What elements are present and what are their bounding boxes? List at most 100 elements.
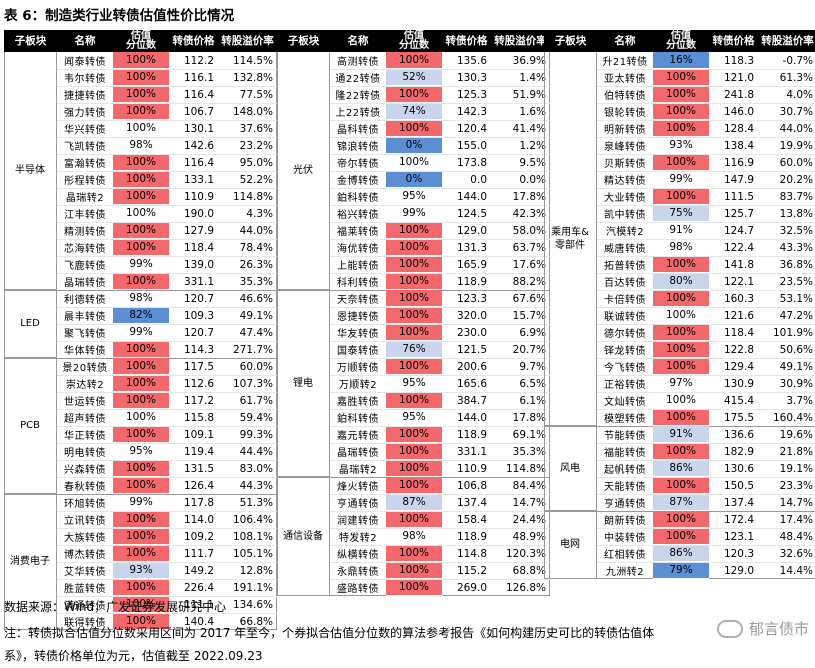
bond-name: 晶瑞转2 (65, 193, 105, 204)
bond-price: 121.0 (723, 71, 754, 84)
bond-price: 117.5 (183, 360, 214, 373)
row-divider (57, 222, 277, 223)
valuation-percentile: 100% (653, 392, 709, 409)
header-cell: 转债价格 (712, 34, 755, 47)
valuation-percentile: 95% (113, 443, 169, 460)
bond-name: 芯海转债 (64, 244, 106, 255)
valuation-percentile: 75% (653, 205, 709, 222)
sector-divider (4, 494, 277, 495)
conversion-premium: 132.8% (232, 71, 273, 84)
bond-price: 120.7 (183, 326, 214, 339)
valuation-percentile: 91% (653, 426, 709, 443)
conversion-premium: 42.3% (512, 207, 546, 220)
bond-price: 137.4 (456, 496, 487, 509)
row-divider (330, 273, 550, 274)
bond-price: 124.5 (456, 207, 487, 220)
bond-name: 起帆转债 (604, 465, 646, 476)
conversion-premium: 17.8% (512, 411, 546, 424)
bond-price: 109.1 (183, 428, 214, 441)
bond-name: 满通转债 (64, 601, 106, 612)
valuation-percentile: 100% (113, 596, 169, 613)
bond-name: 鉑科转债 (337, 414, 379, 425)
valuation-percentile: 0% (386, 171, 442, 188)
row-divider (330, 341, 550, 342)
valuation-percentile: 100% (386, 222, 442, 239)
bond-name: 金博转债 (337, 176, 379, 187)
bond-name: 兴森转债 (64, 465, 106, 476)
conversion-premium: 134.6% (232, 598, 273, 611)
valuation-percentile: 100% (113, 460, 169, 477)
bond-name: 朗新转债 (604, 516, 646, 527)
row-divider (330, 154, 550, 155)
conversion-premium: 99.3% (239, 428, 273, 441)
row-divider (597, 392, 815, 393)
bond-price: 109.3 (183, 309, 214, 322)
bond-price: 121.6 (723, 309, 754, 322)
bond-name: 德尔转债 (604, 329, 646, 340)
row-divider (597, 562, 815, 563)
valuation-percentile: 87% (653, 494, 709, 511)
bond-name: 百达转债 (604, 278, 646, 289)
bond-price: 114.0 (183, 513, 214, 526)
wechat-icon (716, 619, 743, 638)
row-divider (330, 562, 550, 563)
footnote-line-2: 系》，转债价格单位为元，估值截至 2022.09.23 (4, 649, 263, 663)
valuation-percentile: 100% (386, 273, 442, 290)
conversion-premium: 30.7% (779, 105, 813, 118)
sector-label: 消费电子 (4, 494, 57, 630)
conversion-premium: 60.0% (779, 156, 813, 169)
bond-name: 晶瑞转债 (64, 278, 106, 289)
row-divider (597, 358, 815, 359)
bond-price: 137.4 (723, 496, 754, 509)
conversion-premium: 58.0% (512, 224, 546, 237)
bond-name: 闻泰转债 (64, 57, 106, 68)
conversion-premium: 47.2% (779, 309, 813, 322)
row-divider (330, 528, 550, 529)
sector-label: PCB (4, 358, 57, 494)
conversion-premium: 36.9% (512, 54, 546, 67)
bond-name: 亚太转债 (604, 74, 646, 85)
header-cell: 估值 分位数 (126, 30, 156, 51)
conversion-premium: 4.3% (246, 207, 273, 220)
row-divider (330, 392, 550, 393)
table-header (544, 30, 815, 52)
valuation-percentile: 100% (386, 477, 442, 494)
bond-name: 模塑转债 (604, 414, 646, 425)
row-divider (57, 375, 277, 376)
row-divider (597, 103, 815, 104)
conversion-premium: 26.3% (239, 258, 273, 271)
bond-name: 富瀚转债 (64, 159, 106, 170)
valuation-percentile: 100% (113, 120, 169, 137)
row-divider (330, 324, 550, 325)
bond-name: 福莱转债 (337, 227, 379, 238)
bond-price: 131.3 (456, 241, 487, 254)
sector-label: 半导体 (4, 52, 57, 290)
bond-price: 384.7 (456, 394, 487, 407)
valuation-percentile: 80% (653, 273, 709, 290)
bond-price: 114.8 (456, 547, 487, 560)
row-divider (57, 341, 277, 342)
valuation-percentile: 100% (653, 528, 709, 545)
bond-price: 150.5 (723, 479, 754, 492)
valuation-percentile: 100% (653, 103, 709, 120)
valuation-percentile: 100% (386, 256, 442, 273)
valuation-percentile: 100% (653, 341, 709, 358)
bond-price: 144.0 (456, 411, 487, 424)
conversion-premium: 108.1% (232, 530, 273, 543)
conversion-premium: 52.2% (239, 173, 273, 186)
bond-price: 125.3 (456, 88, 487, 101)
valuation-percentile: 100% (386, 545, 442, 562)
bond-price: 106.7 (183, 105, 214, 118)
bond-name: 铎龙转债 (604, 346, 646, 357)
sector-label: 风电 (544, 426, 597, 511)
header-cell: 名称 (74, 34, 96, 47)
conversion-premium: 68.8% (512, 564, 546, 577)
conversion-premium: 6.5% (519, 377, 546, 390)
conversion-premium: 36.8% (779, 258, 813, 271)
bond-price: 122.8 (723, 343, 754, 356)
bond-name: 世运转债 (64, 397, 106, 408)
valuation-percentile: 100% (113, 511, 169, 528)
bond-price: 116.1 (183, 71, 214, 84)
bond-name: 恩捷转债 (337, 312, 379, 323)
bond-name: 环旭转债 (64, 499, 106, 510)
